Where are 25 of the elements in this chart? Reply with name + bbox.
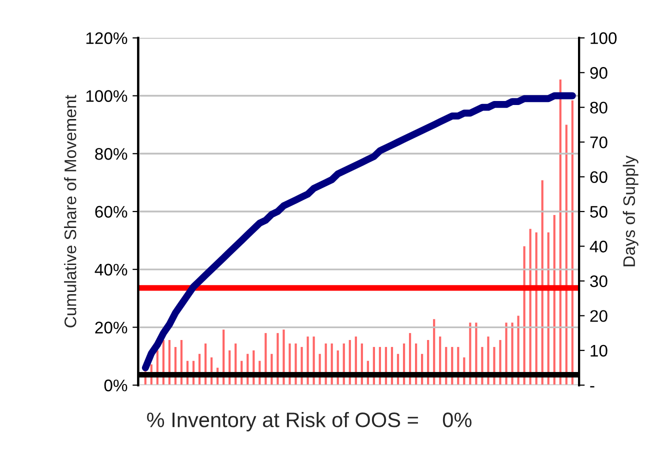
y-tick-label: 60% — [95, 206, 128, 218]
y2-tick-label: 80 — [590, 102, 608, 114]
y-axis-title: Cumulative Share of Movement — [64, 94, 76, 328]
y-tick-label: 100% — [86, 90, 128, 102]
y-tick-label: 20% — [95, 322, 128, 334]
y2-tick-label: 100 — [590, 32, 617, 44]
y2-axis-title: Days of Supply — [622, 156, 638, 266]
bar — [505, 322, 508, 386]
y2-tick-label: 70 — [590, 136, 608, 148]
y-tick-label: 40% — [94, 264, 128, 276]
y-tick-label: 120% — [86, 32, 128, 44]
text: % Inventory at Risk of OOS = 0% — [147, 412, 472, 432]
y2-tick-label: 30 — [590, 275, 608, 288]
y2-tick-label: 10 — [590, 344, 608, 357]
y2-tick-label: 50 — [590, 206, 608, 218]
bar — [282, 330, 285, 386]
y2-tick-label: 40 — [590, 240, 608, 252]
y2-tick-label: - — [590, 386, 594, 388]
y2-tick-label: 20 — [590, 310, 608, 322]
bar — [276, 333, 279, 386]
y2-tick-label: 90 — [590, 67, 608, 79]
y-tick-label: 80% — [95, 148, 128, 160]
y-tick-label: 0% — [104, 380, 128, 392]
bar — [511, 322, 514, 386]
y2-tick-label: 60 — [590, 171, 608, 183]
